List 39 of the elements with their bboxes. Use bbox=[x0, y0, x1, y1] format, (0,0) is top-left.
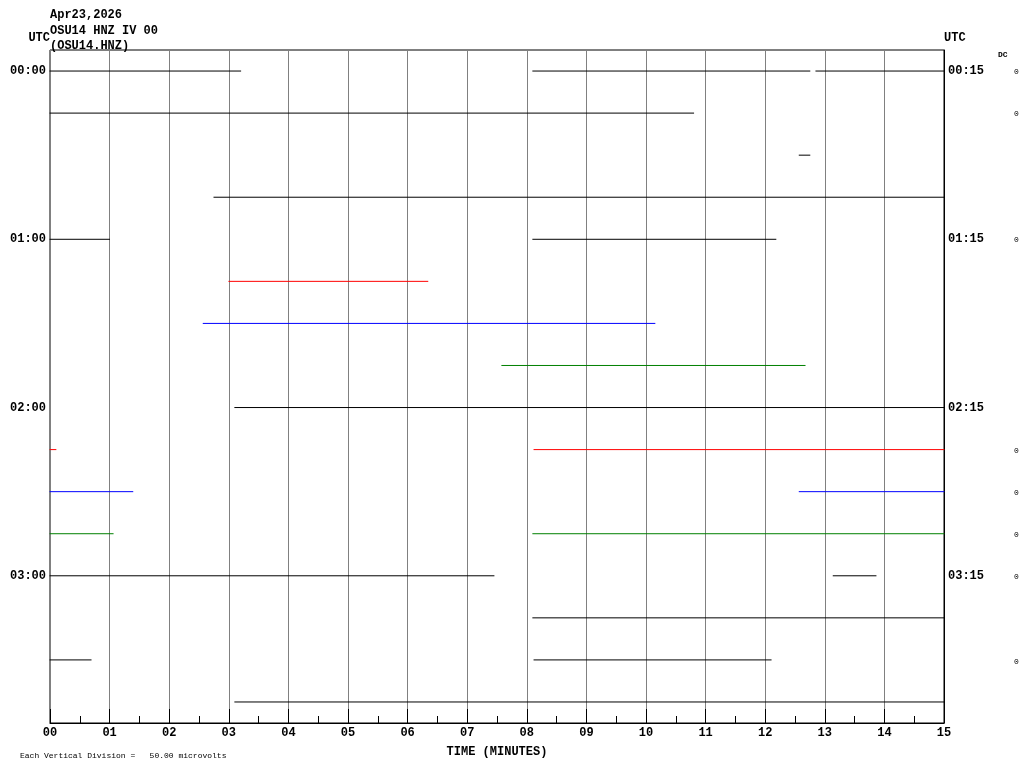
y2-tick-label: 02:15 bbox=[948, 400, 985, 415]
text: 0 bbox=[1014, 529, 1019, 539]
y-axis-title: UTC bbox=[28, 31, 50, 45]
text: Each Vertical Division = 50.00 microvolts bbox=[20, 750, 227, 760]
x-tick-label: 00 bbox=[42, 726, 58, 740]
y2-tick-label: 03:15 bbox=[948, 568, 985, 583]
x-tick-label: 09 bbox=[579, 726, 594, 740]
x-tick-label: 04 bbox=[281, 726, 296, 740]
x-tick-label: 02 bbox=[162, 726, 177, 740]
x-tick-label: 14 bbox=[877, 726, 892, 740]
x-tick-label: 15 bbox=[936, 726, 952, 740]
x-tick-label: 01 bbox=[102, 726, 117, 740]
text: DC bbox=[998, 49, 1008, 59]
y2-tick-label: 00:15 bbox=[948, 64, 985, 79]
x-tick-label: 08 bbox=[519, 726, 534, 740]
y2-tick-label: 01:15 bbox=[948, 232, 985, 247]
x-tick-label: 03 bbox=[221, 726, 236, 740]
y-tick-label: 00:00 bbox=[9, 64, 46, 79]
text: 0 bbox=[1014, 445, 1019, 455]
x-tick-label: 07 bbox=[460, 726, 475, 740]
x-tick-label: 13 bbox=[817, 726, 832, 740]
y-tick-label: 01:00 bbox=[9, 232, 46, 247]
x-tick-label: 10 bbox=[638, 726, 654, 740]
text: 0 bbox=[1014, 108, 1019, 118]
x-tick-label: 12 bbox=[758, 726, 773, 740]
y-tick-label: 03:00 bbox=[9, 568, 46, 583]
text: 0 bbox=[1014, 571, 1019, 581]
chart-title: Apr23,2026 bbox=[50, 8, 123, 22]
y-tick-label: 02:00 bbox=[9, 400, 46, 415]
x-tick-label: 05 bbox=[340, 726, 356, 740]
x-tick-label: 06 bbox=[400, 726, 415, 740]
text: 0 bbox=[1014, 656, 1019, 666]
text: 0 bbox=[1014, 66, 1019, 76]
text: 0 bbox=[1014, 234, 1019, 244]
x-tick-label: 11 bbox=[698, 726, 713, 740]
y2-axis-title: UTC bbox=[944, 31, 966, 45]
chart-subtitle: OSU14 HNZ IV 00 (OSU14.HNZ) bbox=[50, 23, 159, 53]
x-axis-title: TIME (MINUTES) bbox=[446, 745, 548, 759]
text: 0 bbox=[1014, 487, 1019, 497]
